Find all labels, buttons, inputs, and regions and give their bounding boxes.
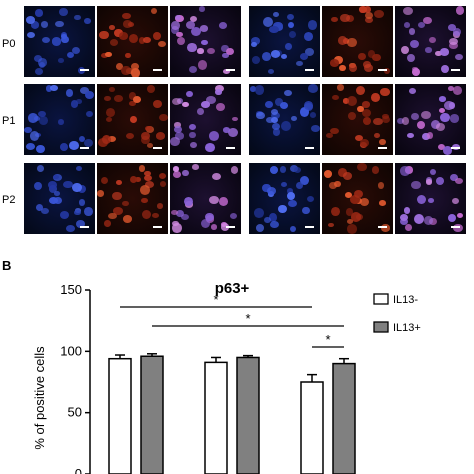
p63-tile [97, 6, 168, 77]
p63-tile [322, 163, 393, 234]
significance-star: * [325, 332, 330, 347]
p63-tile [97, 163, 168, 234]
p63-tile [97, 84, 168, 155]
bar-il13-0 [108, 357, 132, 474]
scale-bar [451, 226, 460, 228]
scale-bar [80, 69, 89, 71]
legend-swatch [373, 293, 389, 305]
row-label-p0: P0 [2, 38, 16, 50]
dapi-tile [249, 84, 320, 155]
bar-il13-2 [332, 362, 356, 474]
row-label-p2: P2 [2, 194, 16, 206]
scale-bar [305, 147, 314, 149]
panel-letter-b: B [2, 258, 12, 273]
merge-tile [170, 84, 241, 155]
scale-bar [378, 226, 387, 228]
bar-chart: p63+ % of positive cells 0 50 100 150 * * * IL1… [32, 280, 421, 474]
dapi-tile [249, 6, 320, 77]
scale-bar [80, 147, 89, 149]
legend-label: IL13- [393, 294, 418, 306]
scale-bar [451, 69, 460, 71]
bar-il13-1 [204, 361, 228, 474]
dapi-tile [24, 6, 95, 77]
merge-tile [395, 6, 466, 77]
merge-tile [170, 163, 241, 234]
y-tick-label: 50 [68, 405, 82, 420]
scale-bar [451, 147, 460, 149]
scale-bar [226, 147, 235, 149]
y-tick-label: 0 [75, 466, 82, 474]
plot-area: 0 50 100 150 * * * IL13- IL13+ [60, 282, 421, 474]
scale-bar [153, 226, 162, 228]
scale-bar [305, 69, 314, 71]
merge-tile [170, 6, 241, 77]
merge-tile [395, 84, 466, 155]
scale-bar [226, 226, 235, 228]
bar-il13-0 [140, 355, 164, 474]
p63-tile [322, 84, 393, 155]
row-label-p1: P1 [2, 115, 16, 127]
scale-bar [80, 226, 89, 228]
scale-bar [305, 226, 314, 228]
y-tick-label: 150 [60, 282, 82, 297]
y-tick-label: 100 [60, 343, 82, 358]
scale-bar [378, 69, 387, 71]
chart-title: p63+ [215, 280, 250, 297]
legend-swatch [373, 321, 389, 333]
significance-star: * [213, 292, 218, 307]
y-axis-label: % of positive cells [32, 346, 47, 450]
dapi-tile [24, 163, 95, 234]
significance-star: * [245, 311, 250, 326]
p63-tile [322, 6, 393, 77]
scale-bar [378, 147, 387, 149]
dapi-tile [24, 84, 95, 155]
bar-il13-2 [300, 381, 324, 474]
scale-bar [153, 147, 162, 149]
bar-il13-1 [236, 356, 260, 474]
scale-bar [153, 69, 162, 71]
scale-bar [226, 69, 235, 71]
legend-label: IL13+ [393, 322, 421, 334]
dapi-tile [249, 163, 320, 234]
merge-tile [395, 163, 466, 234]
